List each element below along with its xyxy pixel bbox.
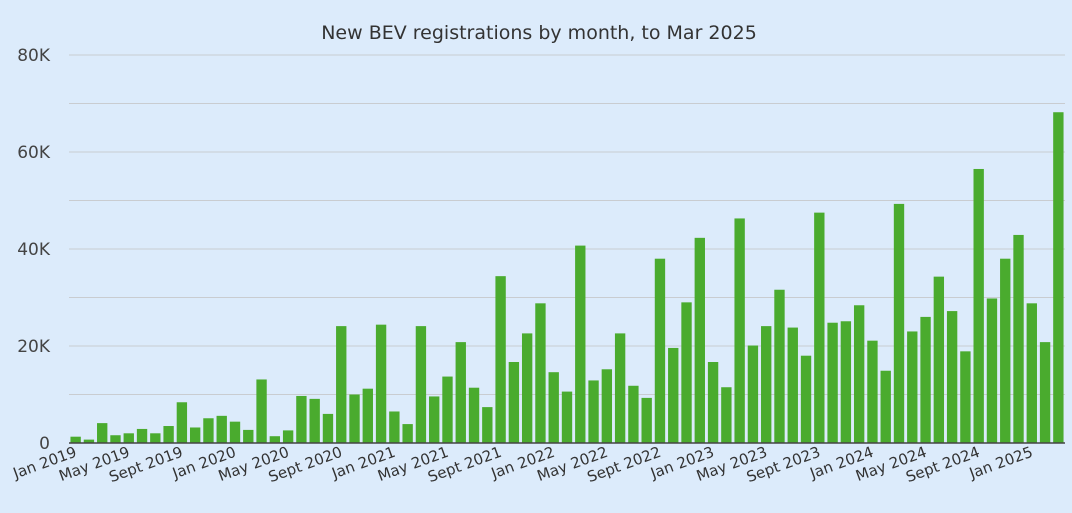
bar xyxy=(1026,303,1037,443)
bar xyxy=(336,326,347,443)
bar xyxy=(535,303,546,443)
bar xyxy=(734,218,745,443)
bar xyxy=(827,322,838,443)
bar xyxy=(561,391,573,443)
bar xyxy=(362,388,373,443)
bar xyxy=(761,326,772,443)
bar xyxy=(840,321,852,443)
bar xyxy=(933,276,945,443)
bar xyxy=(97,423,108,443)
bar xyxy=(216,415,227,443)
bar xyxy=(83,439,95,443)
bar xyxy=(747,345,759,443)
bar xyxy=(282,430,294,443)
bar xyxy=(429,396,440,443)
bar xyxy=(136,428,148,443)
y-tick-label: 20K xyxy=(17,337,51,357)
bar xyxy=(641,397,652,443)
bar xyxy=(243,429,254,443)
bar xyxy=(482,407,493,443)
bar xyxy=(402,424,413,443)
bar xyxy=(269,436,281,443)
grid-lines xyxy=(69,54,1065,395)
bar xyxy=(468,387,480,443)
bar xyxy=(907,331,918,443)
bar xyxy=(601,369,613,443)
bar xyxy=(893,203,905,443)
bar xyxy=(707,362,719,443)
bar xyxy=(787,327,798,443)
bar xyxy=(681,302,692,443)
bar xyxy=(123,433,134,443)
chart-title: New BEV registrations by month, to Mar 2… xyxy=(321,22,757,44)
bar xyxy=(110,435,121,443)
bar xyxy=(973,168,984,443)
bar xyxy=(495,276,506,443)
bar xyxy=(694,237,705,443)
bar xyxy=(880,370,891,443)
bar xyxy=(150,433,161,443)
bar xyxy=(986,298,998,443)
y-tick-label: 80K xyxy=(17,46,51,66)
bar xyxy=(389,411,400,443)
bar xyxy=(70,436,81,443)
y-tick-label: 0 xyxy=(39,434,50,454)
bar xyxy=(920,316,931,443)
bar xyxy=(375,324,387,443)
bar xyxy=(960,351,971,443)
bar xyxy=(442,376,453,443)
bar xyxy=(189,427,201,443)
bar xyxy=(455,342,466,443)
bar xyxy=(296,395,307,443)
bar xyxy=(668,347,679,443)
bar xyxy=(867,340,878,443)
bar xyxy=(853,305,865,443)
bar xyxy=(614,333,626,443)
y-tick-label: 40K xyxy=(17,240,51,260)
bar xyxy=(1013,234,1024,443)
y-tick-label: 60K xyxy=(17,143,51,163)
bar xyxy=(800,355,812,443)
bar xyxy=(203,418,214,443)
bar xyxy=(349,394,360,443)
bar xyxy=(548,372,559,443)
bar xyxy=(721,387,732,443)
bar xyxy=(415,326,427,443)
bar xyxy=(229,421,241,443)
bar xyxy=(814,212,825,444)
y-axis-ticks: 0 20K 40K 60K 80K xyxy=(17,46,51,454)
bar xyxy=(575,245,586,443)
bar xyxy=(1000,258,1011,443)
bar xyxy=(1053,112,1064,443)
bar xyxy=(309,398,320,443)
bar xyxy=(176,402,188,443)
bar xyxy=(256,379,267,443)
bar xyxy=(163,426,174,443)
bar xyxy=(322,413,334,443)
bar xyxy=(1039,342,1051,443)
bar xyxy=(946,311,958,443)
bar xyxy=(521,333,533,443)
bar xyxy=(654,258,666,443)
bar xyxy=(588,380,599,443)
bar xyxy=(508,362,520,443)
bar xyxy=(628,385,639,443)
bar xyxy=(774,289,785,443)
bars xyxy=(70,112,1064,444)
